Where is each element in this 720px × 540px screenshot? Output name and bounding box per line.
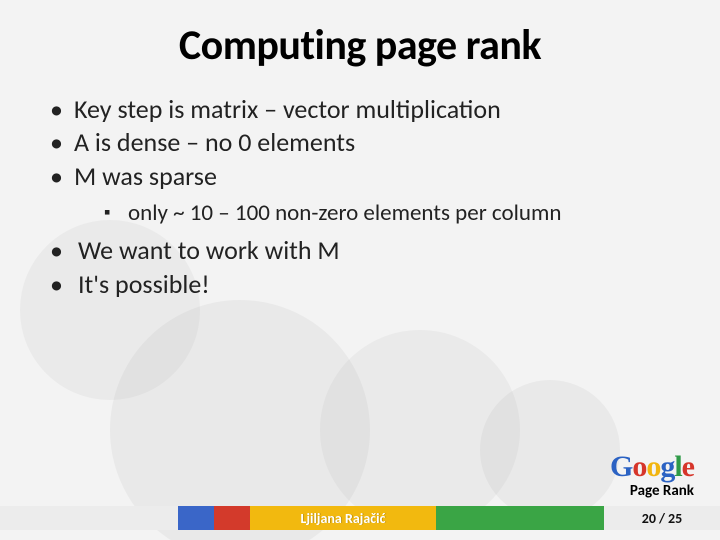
footer-seg-gray-left — [0, 506, 178, 530]
slide-title: Computing page rank — [0, 20, 720, 71]
sub-bullet-list: only ~ 10 – 100 non-zero elements per co… — [74, 199, 676, 228]
logo-letter: o — [646, 450, 660, 484]
google-logo: Google — [610, 450, 694, 484]
logo-letter: o — [632, 450, 646, 484]
page-rank-label: Page Rank — [630, 482, 694, 500]
footer-seg-green — [436, 506, 604, 530]
footer-seg-red — [214, 506, 250, 530]
page-current: 20 — [642, 510, 656, 527]
slide-content: Key step is matrix – vector multiplicati… — [44, 93, 676, 301]
bullet-item: Key step is matrix – vector multiplicati… — [44, 93, 676, 126]
footer-author: Ljiljana Rajačić — [250, 506, 436, 530]
logo-letter: g — [660, 450, 674, 484]
footer-seg-blue — [178, 506, 214, 530]
footer-author-text: Ljiljana Rajačić — [301, 510, 386, 527]
bullet-text: M was sparse — [74, 160, 217, 192]
logo-letter: l — [674, 450, 681, 484]
slide: Computing page rank Key step is matrix –… — [0, 0, 720, 540]
bullet-list-1: Key step is matrix – vector multiplicati… — [44, 93, 676, 228]
page-total: 25 — [668, 510, 682, 527]
bullet-list-2: We want to work with M It's possible! — [44, 234, 676, 301]
page-separator: / — [659, 510, 665, 527]
bullet-item: It's possible! — [44, 268, 676, 301]
logo-letter: e — [682, 450, 694, 484]
bullet-item: A is dense – no 0 elements — [44, 126, 676, 159]
bullet-item: M was sparse only ~ 10 – 100 non-zero el… — [44, 160, 676, 229]
sub-bullet-item: only ~ 10 – 100 non-zero elements per co… — [74, 199, 676, 228]
bullet-item: We want to work with M — [44, 234, 676, 267]
logo-letter: G — [610, 450, 632, 484]
footer-page-number: 20 / 25 — [604, 506, 720, 530]
footer-bar: Ljiljana Rajačić 20 / 25 — [0, 506, 720, 530]
